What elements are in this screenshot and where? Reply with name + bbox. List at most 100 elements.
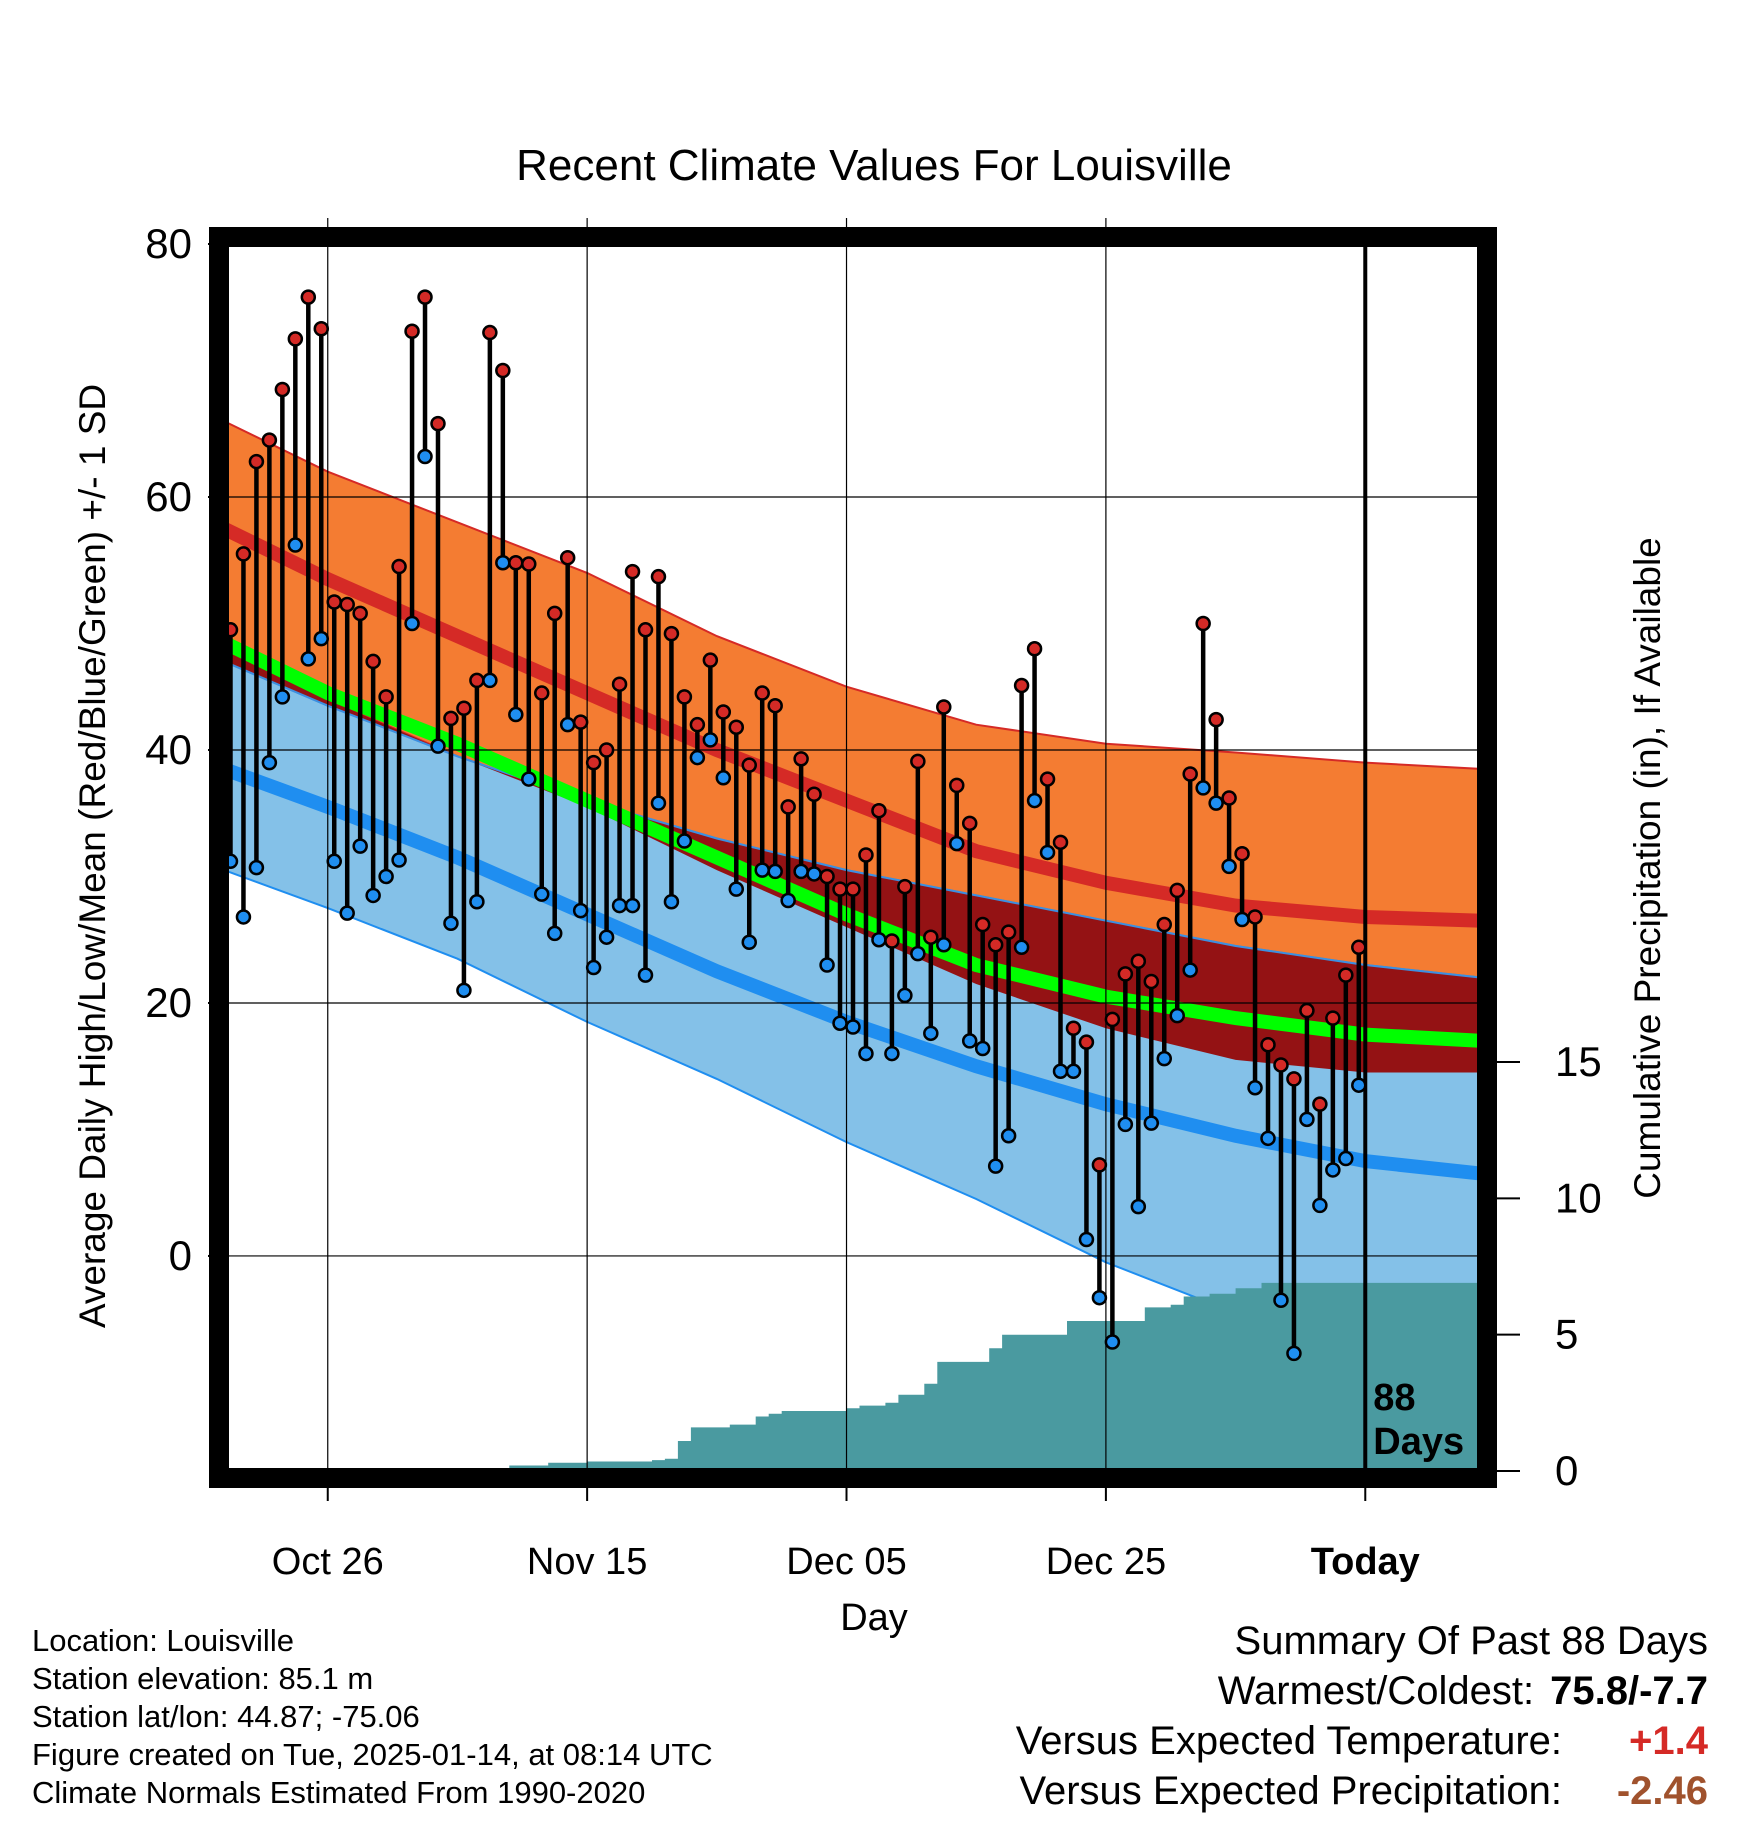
daily-high-point [378, 689, 394, 705]
normals-text: Climate Normals Estimated From 1990-2020 [32, 1775, 646, 1810]
daily-low-point [456, 982, 472, 999]
daily-low-point [559, 716, 576, 733]
daily-low-point [546, 925, 563, 942]
daily-low-point [404, 615, 420, 632]
daily-low-point [1234, 911, 1250, 928]
daily-high-point [949, 777, 965, 794]
precip-value: -2.46 [1616, 1769, 1708, 1813]
y-tick-label: 20 [145, 979, 192, 1026]
daily-high-point [754, 685, 770, 701]
daily-low-point [1039, 844, 1056, 861]
daily-high-point [1117, 966, 1134, 982]
daily-high-point [1000, 924, 1017, 940]
daily-low-point [1182, 962, 1198, 978]
temp-value: +1.4 [1629, 1719, 1708, 1763]
daily-low-point [1130, 1198, 1147, 1215]
y-tick-label: 80 [145, 220, 192, 267]
daily-high-point [1208, 711, 1224, 728]
daily-high-point [533, 685, 550, 701]
x-tick-label: Today [1311, 1541, 1420, 1583]
daily-high-point [1065, 1020, 1082, 1037]
daily-high-point [1338, 967, 1354, 983]
daily-low-point [728, 881, 745, 897]
daily-high-point [1026, 641, 1043, 657]
daily-low-point [1169, 1007, 1185, 1024]
daily-low-point [391, 852, 407, 868]
daily-low-point [1091, 1289, 1108, 1306]
daily-low-point [871, 931, 887, 948]
plot-frame [209, 227, 1497, 1488]
y-tick-label: 60 [145, 473, 192, 520]
daily-high-point [508, 555, 524, 571]
daily-low-point [923, 1025, 939, 1042]
daily-high-point [261, 432, 278, 448]
daily-high-point [430, 415, 446, 432]
daily-high-point [443, 710, 459, 727]
y2-tick-label: 10 [1555, 1174, 1602, 1221]
daily-low-point [300, 651, 317, 667]
daily-high-point [806, 786, 822, 803]
daily-high-point [482, 324, 498, 341]
daily-high-point [1260, 1036, 1276, 1053]
daily-observations [222, 289, 1367, 1362]
y2-tick-label: 0 [1555, 1447, 1578, 1494]
y-tick-label: 0 [169, 1232, 192, 1279]
daily-high-point [871, 802, 887, 819]
precip-label: Versus Expected Precipitation: [1019, 1769, 1562, 1813]
warm-cold-value: 75.8/-7.7 [1550, 1669, 1708, 1713]
daily-low-point [1338, 1150, 1354, 1167]
daily-low-point [741, 934, 757, 951]
daily-low-point [248, 859, 265, 876]
daily-low-point [1299, 1111, 1315, 1128]
daily-low-point [1312, 1197, 1328, 1214]
daily-low-point [624, 897, 641, 914]
daily-high-point [1234, 845, 1250, 862]
daily-high-point [1156, 916, 1173, 933]
daily-low-point [235, 909, 252, 925]
daily-low-point [1013, 939, 1030, 956]
daily-low-point [650, 795, 667, 811]
daily-low-point [819, 957, 835, 973]
temp-label: Versus Expected Temperature: [1015, 1719, 1562, 1763]
y2-tick-label: 15 [1555, 1038, 1602, 1085]
daily-high-point [235, 546, 252, 562]
daily-low-point [1351, 1077, 1367, 1093]
daily-low-point [702, 732, 719, 748]
daily-high-point [1286, 1071, 1302, 1087]
daily-high-point [1273, 1057, 1289, 1073]
daily-high-point [1221, 790, 1237, 806]
daily-high-point [1130, 953, 1147, 969]
warm-cold-label: Warmest/Coldest: [1217, 1669, 1535, 1713]
today-days-label: 88 [1373, 1377, 1415, 1419]
daily-high-point [689, 716, 706, 733]
daily-low-point [443, 915, 459, 932]
daily-high-point [1247, 909, 1263, 925]
daily-high-point [559, 549, 576, 566]
daily-high-point [313, 321, 330, 337]
daily-high-point [780, 799, 796, 815]
daily-high-point [663, 625, 680, 642]
daily-high-point [352, 605, 368, 622]
precip-row: Versus Expected Precipitation: -2.46 [1016, 1766, 1708, 1816]
daily-low-point [1208, 795, 1224, 811]
daily-low-point [521, 771, 537, 787]
daily-high-point [1078, 1034, 1095, 1050]
daily-high-point [767, 697, 783, 714]
chart-title: Recent Climate Values For Louisville [516, 141, 1232, 190]
daily-high-point [1195, 615, 1211, 632]
daily-high-point [961, 815, 978, 832]
daily-low-point [754, 862, 770, 878]
daily-high-point [676, 689, 693, 705]
daily-high-point [611, 676, 628, 692]
daily-high-point [248, 453, 265, 470]
daily-high-point [884, 933, 900, 949]
daily-low-point [365, 887, 381, 904]
daily-high-point [1052, 834, 1069, 851]
daily-high-point [1312, 1096, 1328, 1112]
daily-low-point [430, 738, 446, 754]
y2-tick-label: 5 [1555, 1311, 1578, 1358]
created-text: Figure created on Tue, 2025-01-14, at 08… [32, 1737, 713, 1772]
daily-low-point [676, 833, 693, 849]
daily-low-point [715, 770, 732, 786]
